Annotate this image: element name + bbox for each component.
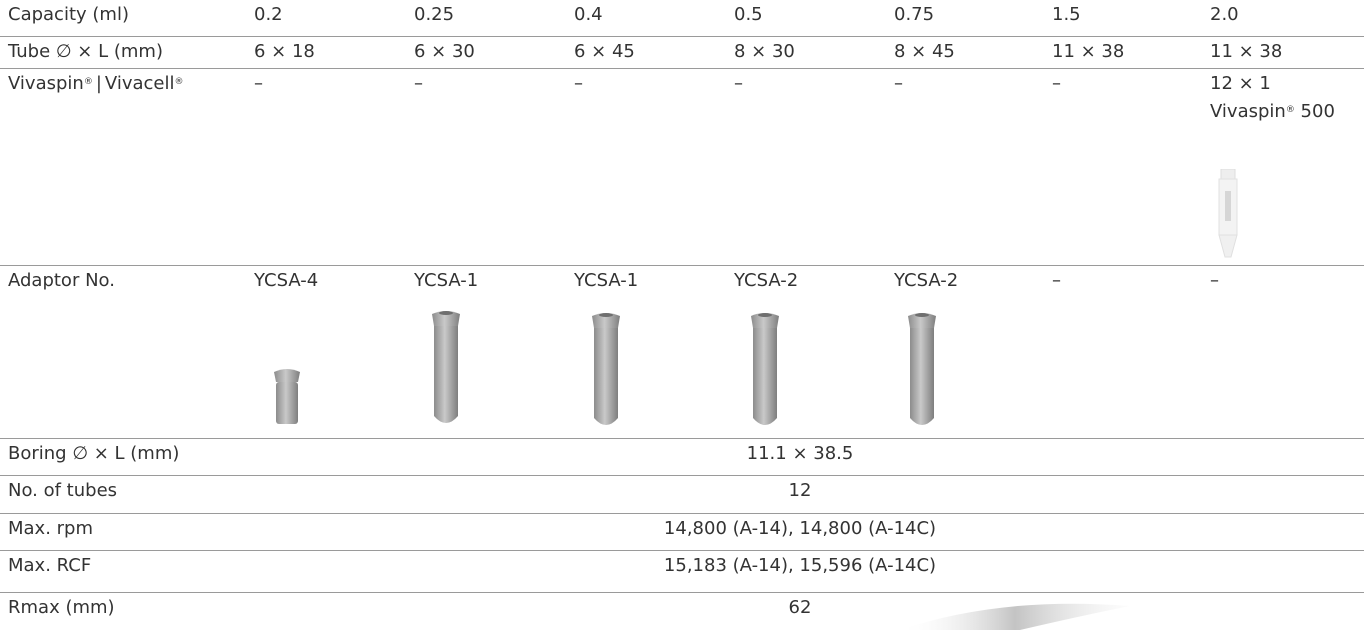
row-label: Max. RCF: [8, 555, 92, 576]
row-label: Vivaspin® | Vivacell®: [8, 73, 184, 94]
row-label: Boring ∅ × L (mm): [8, 443, 180, 464]
row-label: No. of tubes: [8, 480, 118, 501]
adaptor-number: –: [1052, 270, 1061, 291]
vivaspin-value: –: [254, 73, 263, 94]
tubes-value: 12: [788, 480, 812, 501]
row-label: Capacity (ml): [8, 4, 129, 25]
row-label: Max. rpm: [8, 518, 94, 539]
adaptor-number: –: [1210, 270, 1219, 291]
capacity-value: 0.25: [414, 4, 455, 25]
adaptor-number: YCSA-2: [894, 270, 959, 291]
tube-size-value: 8 × 30: [734, 41, 795, 62]
row-rmax: Rmax (mm) 62: [0, 593, 1364, 630]
vivaspin-count: 12 × 1: [1210, 73, 1271, 94]
capacity-value: 0.75: [894, 4, 935, 25]
capacity-value: 0.4: [574, 4, 603, 25]
row-label: Tube ∅ × L (mm): [8, 41, 163, 62]
tube-size-value: 11 × 38: [1210, 41, 1283, 62]
row-tube-size: Tube ∅ × L (mm) 6 × 18 6 × 30 6 × 45 8 ×…: [0, 37, 1364, 69]
capacity-value: 0.5: [734, 4, 763, 25]
row-label: Rmax (mm): [8, 597, 115, 618]
capacity-value: 1.5: [1052, 4, 1081, 25]
adaptor-long-image: [751, 313, 779, 425]
capacity-value: 2.0: [1210, 4, 1239, 25]
adaptor-number: YCSA-1: [574, 270, 639, 291]
vivaspin-value: –: [894, 73, 903, 94]
vivaspin-product: Vivaspin® 500: [1210, 101, 1335, 122]
adaptor-number: YCSA-4: [254, 270, 319, 291]
row-number-of-tubes: No. of tubes 12: [0, 476, 1364, 514]
vivaspin-500-tube-image: [1218, 169, 1238, 258]
vivaspin-value: –: [574, 73, 583, 94]
tube-size-value: 6 × 45: [574, 41, 635, 62]
tube-size-value: 8 × 45: [894, 41, 955, 62]
max-rcf-value: 15,183 (A-14), 15,596 (A-14C): [663, 555, 937, 576]
tube-size-value: 6 × 18: [254, 41, 315, 62]
adaptor-number: YCSA-1: [414, 270, 479, 291]
capacity-value: 0.2: [254, 4, 283, 25]
row-vivaspin-vivacell: Vivaspin® | Vivacell® – – – – – – 12 × 1 V…: [0, 69, 1364, 266]
adaptor-long-image: [592, 313, 620, 425]
vivaspin-value: –: [414, 73, 423, 94]
adaptor-long-image: [908, 313, 936, 425]
vivaspin-value: –: [734, 73, 743, 94]
adaptor-number: YCSA-2: [734, 270, 799, 291]
row-max-rcf: Max. RCF 15,183 (A-14), 15,596 (A-14C): [0, 551, 1364, 593]
row-boring: Boring ∅ × L (mm) 11.1 × 38.5: [0, 439, 1364, 476]
tube-size-value: 6 × 30: [414, 41, 475, 62]
vivaspin-value: –: [1052, 73, 1061, 94]
max-rpm-value: 14,800 (A-14), 14,800 (A-14C): [663, 518, 937, 539]
rmax-value: 62: [788, 597, 812, 618]
adaptor-long-image: [432, 311, 460, 423]
row-capacity: Capacity (ml) 0.2 0.25 0.4 0.5 0.75 1.5 …: [0, 0, 1364, 37]
tube-size-value: 11 × 38: [1052, 41, 1125, 62]
boring-value: 11.1 × 38.5: [746, 443, 854, 464]
row-adaptor: Adaptor No. YCSA-4 YCSA-1 YCSA-1 YCSA-2 …: [0, 266, 1364, 439]
row-max-rpm: Max. rpm 14,800 (A-14), 14,800 (A-14C): [0, 514, 1364, 551]
adaptor-short-image: [274, 369, 300, 424]
row-label: Adaptor No.: [8, 270, 115, 291]
